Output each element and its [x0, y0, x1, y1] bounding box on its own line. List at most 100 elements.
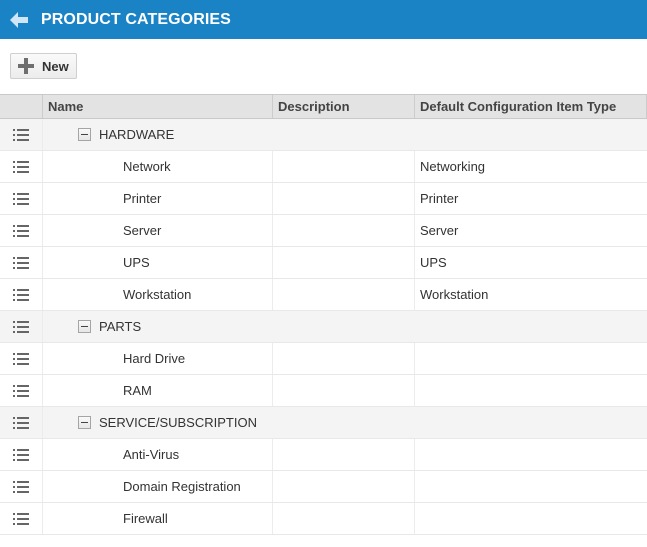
- table-row[interactable]: UPS UPS: [0, 247, 647, 279]
- category-name[interactable]: Hard Drive: [123, 351, 186, 366]
- default-ci-type: Networking: [420, 159, 486, 174]
- title-bar: PRODUCT CATEGORIES: [0, 0, 647, 39]
- category-name[interactable]: Network: [123, 159, 171, 174]
- drag-handle-icon[interactable]: [13, 512, 29, 525]
- toolbar: New: [0, 39, 647, 94]
- type-cell: Networking: [415, 151, 647, 182]
- category-name[interactable]: Anti-Virus: [123, 447, 180, 462]
- description-cell: [273, 471, 415, 502]
- description-cell: [273, 343, 415, 374]
- group-row[interactable]: HARDWARE: [0, 119, 647, 151]
- table-row[interactable]: Domain Registration: [0, 471, 647, 503]
- table-row[interactable]: Printer Printer: [0, 183, 647, 215]
- drag-handle-icon[interactable]: [13, 384, 29, 397]
- category-name[interactable]: Domain Registration: [123, 479, 241, 494]
- row-handle-cell: [0, 119, 43, 150]
- row-handle-cell: [0, 183, 43, 214]
- group-name-cell: HARDWARE: [43, 119, 273, 150]
- description-cell: [273, 439, 415, 470]
- description-cell: [273, 151, 415, 182]
- group-label: SERVICE/SUBSCRIPTION: [99, 415, 257, 430]
- header-handle-column: [0, 95, 43, 118]
- drag-handle-icon[interactable]: [13, 352, 29, 365]
- collapse-toggle-icon[interactable]: [78, 128, 91, 141]
- drag-handle-icon[interactable]: [13, 288, 29, 301]
- group-name-cell: SERVICE/SUBSCRIPTION: [43, 407, 273, 438]
- column-header-description[interactable]: Description: [273, 95, 415, 118]
- drag-handle-icon[interactable]: [13, 160, 29, 173]
- default-ci-type: Workstation: [420, 287, 489, 302]
- category-name[interactable]: Printer: [123, 191, 162, 206]
- group-name-cell: PARTS: [43, 311, 273, 342]
- row-handle-cell: [0, 151, 43, 182]
- column-header-type[interactable]: Default Configuration Item Type: [415, 95, 647, 118]
- group-row[interactable]: PARTS: [0, 311, 647, 343]
- categories-grid: Name Description Default Configuration I…: [0, 94, 647, 535]
- type-cell: [415, 311, 647, 342]
- table-row[interactable]: Network Networking: [0, 151, 647, 183]
- default-ci-type: Server: [420, 223, 459, 238]
- type-cell: Server: [415, 215, 647, 246]
- row-handle-cell: [0, 503, 43, 534]
- drag-handle-icon[interactable]: [13, 448, 29, 461]
- type-cell: UPS: [415, 247, 647, 278]
- row-handle-cell: [0, 215, 43, 246]
- row-handle-cell: [0, 439, 43, 470]
- row-handle-cell: [0, 279, 43, 310]
- row-handle-cell: [0, 407, 43, 438]
- plus-icon: [18, 58, 34, 74]
- name-cell: Domain Registration: [43, 471, 273, 502]
- description-cell: [273, 407, 415, 438]
- name-cell: Printer: [43, 183, 273, 214]
- row-handle-cell: [0, 311, 43, 342]
- drag-handle-icon[interactable]: [13, 128, 29, 141]
- drag-handle-icon[interactable]: [13, 224, 29, 237]
- type-cell: [415, 375, 647, 406]
- table-row[interactable]: Server Server: [0, 215, 647, 247]
- type-cell: [415, 503, 647, 534]
- row-handle-cell: [0, 471, 43, 502]
- category-name[interactable]: RAM: [123, 383, 152, 398]
- name-cell: Network: [43, 151, 273, 182]
- name-cell: Server: [43, 215, 273, 246]
- name-cell: UPS: [43, 247, 273, 278]
- group-row[interactable]: SERVICE/SUBSCRIPTION: [0, 407, 647, 439]
- table-row[interactable]: Hard Drive: [0, 343, 647, 375]
- type-cell: [415, 439, 647, 470]
- name-cell: Workstation: [43, 279, 273, 310]
- drag-handle-icon[interactable]: [13, 480, 29, 493]
- collapse-toggle-icon[interactable]: [78, 320, 91, 333]
- category-name[interactable]: UPS: [123, 255, 150, 270]
- type-cell: Workstation: [415, 279, 647, 310]
- grid-body: HARDWARE Network Networking Printer Printer S…: [0, 119, 647, 535]
- arrow-left-icon[interactable]: [10, 11, 28, 29]
- description-cell: [273, 375, 415, 406]
- description-cell: [273, 215, 415, 246]
- type-cell: Printer: [415, 183, 647, 214]
- row-handle-cell: [0, 375, 43, 406]
- description-cell: [273, 247, 415, 278]
- row-handle-cell: [0, 343, 43, 374]
- category-name[interactable]: Firewall: [123, 511, 168, 526]
- description-cell: [273, 311, 415, 342]
- table-row[interactable]: Anti-Virus: [0, 439, 647, 471]
- default-ci-type: UPS: [420, 255, 447, 270]
- drag-handle-icon[interactable]: [13, 416, 29, 429]
- table-row[interactable]: Workstation Workstation: [0, 279, 647, 311]
- drag-handle-icon[interactable]: [13, 192, 29, 205]
- name-cell: Firewall: [43, 503, 273, 534]
- row-handle-cell: [0, 247, 43, 278]
- collapse-toggle-icon[interactable]: [78, 416, 91, 429]
- new-button[interactable]: New: [10, 53, 77, 79]
- drag-handle-icon[interactable]: [13, 320, 29, 333]
- category-name[interactable]: Server: [123, 223, 162, 238]
- column-header-name[interactable]: Name: [43, 95, 273, 118]
- type-cell: [415, 407, 647, 438]
- table-row[interactable]: Firewall: [0, 503, 647, 535]
- description-cell: [273, 279, 415, 310]
- description-cell: [273, 119, 415, 150]
- drag-handle-icon[interactable]: [13, 256, 29, 269]
- type-cell: [415, 471, 647, 502]
- category-name[interactable]: Workstation: [123, 287, 192, 302]
- table-row[interactable]: RAM: [0, 375, 647, 407]
